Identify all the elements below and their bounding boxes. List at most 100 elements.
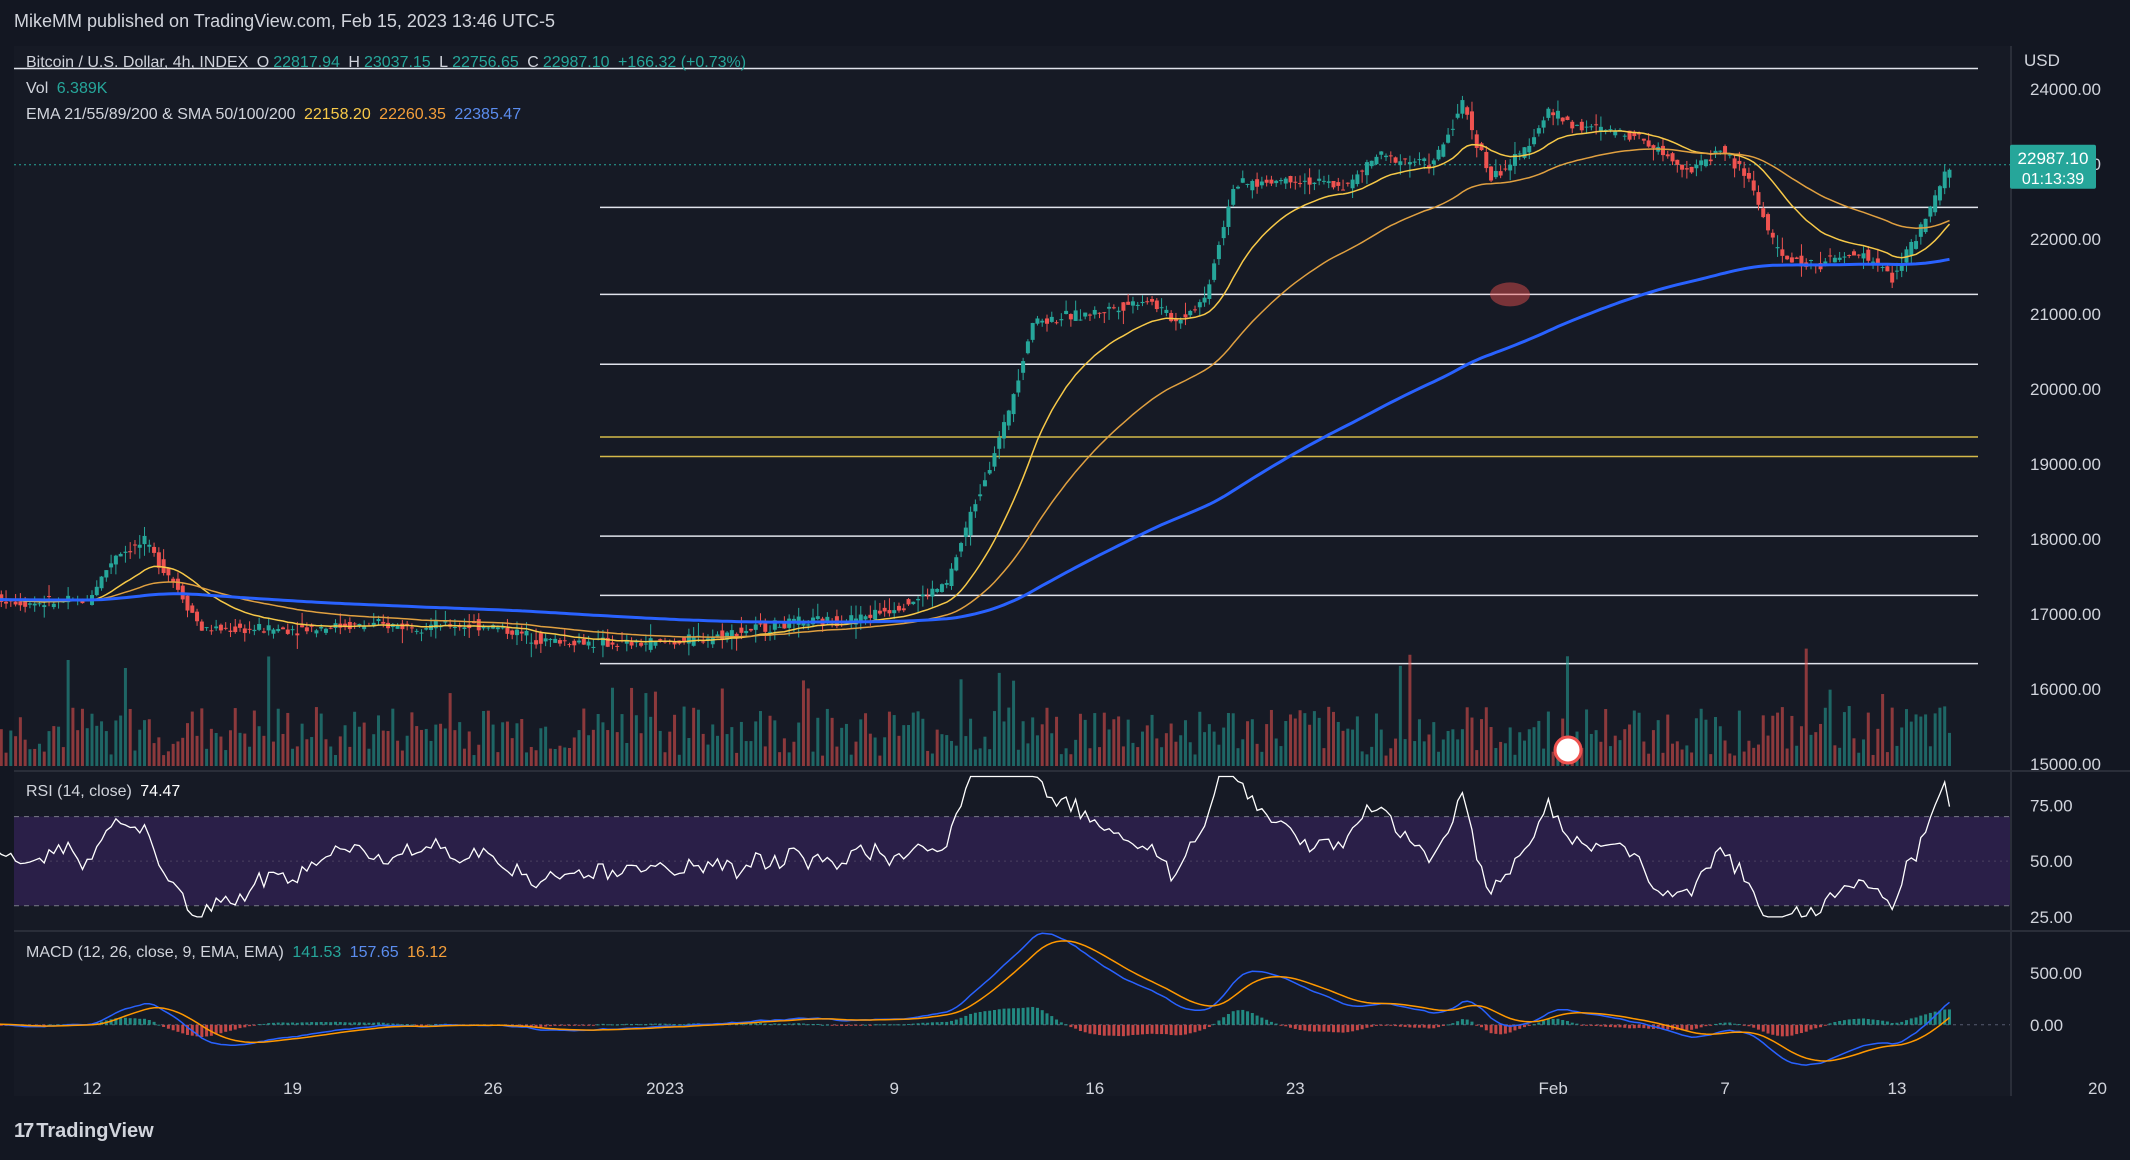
macd-hist-bar <box>649 1023 653 1025</box>
macd-hist-bar <box>1026 1007 1030 1025</box>
rsi-value: 74.47 <box>140 783 181 800</box>
volume-bar <box>52 726 56 766</box>
candle-body <box>1250 180 1255 191</box>
macd-hist-bar <box>926 1022 930 1025</box>
candle-body <box>729 630 734 639</box>
volume-bar <box>386 731 390 766</box>
volume-bar <box>37 743 41 766</box>
tradingview-logo[interactable]: 17 TradingView <box>14 1120 154 1143</box>
candle-body <box>1551 112 1556 116</box>
macd-hist-bar <box>228 1024 232 1031</box>
volume-bar <box>381 730 385 766</box>
candle-body <box>462 627 467 630</box>
candle-body <box>1894 270 1899 272</box>
macd-hist-bar <box>864 1024 868 1026</box>
volume-bar <box>1671 743 1675 766</box>
pane-separator-rsi <box>14 770 2130 772</box>
volume-bar <box>419 729 423 766</box>
volume-bar <box>687 738 691 766</box>
volume-bar <box>1379 729 1383 766</box>
macd-hist-bar <box>362 1022 366 1025</box>
candle-body <box>954 557 959 571</box>
price-tick-label: 19000.00 <box>2030 455 2101 474</box>
rsi-legend[interactable]: RSI (14, close) 74.47 <box>26 783 184 801</box>
volume-bar <box>1680 749 1684 766</box>
candle-body <box>1207 284 1212 299</box>
candle-body <box>1412 161 1417 163</box>
macd-hist-bar <box>1599 1024 1603 1027</box>
macd-hist-bar <box>133 1018 137 1025</box>
price-axis-separator <box>2010 46 2012 1096</box>
volume-bar <box>997 672 1001 766</box>
macd-tick-label: 500.00 <box>2030 964 2082 983</box>
volume-legend[interactable]: Vol 6.389K <box>26 80 111 98</box>
macd-hist-bar <box>1174 1024 1178 1036</box>
macd-hist-bar <box>1680 1024 1684 1031</box>
macd-hist-bar <box>157 1024 161 1026</box>
volume-bar <box>1690 752 1694 766</box>
volume-bar <box>1795 745 1799 766</box>
macd-hist-bar <box>248 1024 252 1027</box>
candle-body <box>161 559 166 574</box>
macd-hist-bar <box>892 1024 896 1026</box>
macd-hist-bar <box>52 1024 56 1026</box>
macd-hist-bar <box>677 1024 681 1026</box>
volume-bar <box>190 711 194 766</box>
macd-hist-bar <box>1499 1024 1503 1035</box>
volume-bar <box>1332 711 1335 766</box>
volume-bar <box>568 747 571 766</box>
volume-bar <box>1537 720 1541 766</box>
candle-body <box>973 504 978 512</box>
ma-legend[interactable]: EMA 21/55/89/200 & SMA 50/100/200 22158.… <box>26 106 525 124</box>
candle-body <box>1727 154 1732 156</box>
volume-bar <box>1847 706 1851 766</box>
candle-body <box>1847 255 1852 257</box>
macd-hist-bar <box>1723 1022 1727 1025</box>
candle-body <box>314 630 319 634</box>
candle-body <box>1703 159 1708 167</box>
volume-bar <box>696 709 700 766</box>
volume-bar <box>1193 754 1197 766</box>
volume-bar <box>1432 722 1436 766</box>
volume-bar <box>1699 708 1703 766</box>
candle-body <box>1021 361 1026 373</box>
volume-bar <box>520 719 524 766</box>
volume-bar <box>291 748 295 766</box>
volume-bar <box>300 723 304 766</box>
macd-hist-bar <box>596 1024 600 1026</box>
macd-hist-bar <box>1771 1024 1775 1035</box>
volume-bar <box>945 735 949 766</box>
volume-bar <box>1881 694 1885 766</box>
macd-hist-bar <box>1637 1024 1641 1028</box>
volume-bar <box>1866 712 1870 766</box>
candle-body <box>1899 263 1904 271</box>
volume-bar <box>171 743 175 766</box>
volume-bar <box>1718 726 1722 766</box>
macd-legend[interactable]: MACD (12, 26, close, 9, EMA, EMA) 141.53… <box>26 944 451 962</box>
candle-body <box>939 584 944 593</box>
volume-bar <box>1747 740 1751 766</box>
candle-body <box>1856 254 1861 256</box>
volume-bar <box>711 724 715 766</box>
volume-bar <box>1102 712 1106 766</box>
macd-hist-bar <box>1685 1024 1689 1030</box>
volume-bar <box>252 710 256 766</box>
close-value: 22987.10 <box>542 54 610 71</box>
macd-hist-bar <box>1694 1024 1698 1029</box>
symbol-legend[interactable]: Bitcoin / U.S. Dollar, 4h, INDEX O 22817.… <box>26 54 750 72</box>
candle-body <box>1770 232 1775 238</box>
volume-bar <box>778 752 782 766</box>
candle-body <box>218 624 223 631</box>
candle-body <box>763 623 768 632</box>
candle-body <box>701 641 706 643</box>
macd-hist-bar <box>1456 1021 1460 1025</box>
chart-area[interactable] <box>14 46 2010 1096</box>
volume-bar <box>267 656 271 766</box>
macd-hist-bar <box>400 1024 404 1026</box>
macd-hist-bar <box>1580 1024 1584 1026</box>
macd-hist-bar <box>653 1023 657 1025</box>
candle-body <box>1723 146 1728 154</box>
volume-bar <box>157 737 161 766</box>
macd-hist-bar <box>1260 1017 1264 1025</box>
macd-hist-bar <box>386 1023 390 1025</box>
